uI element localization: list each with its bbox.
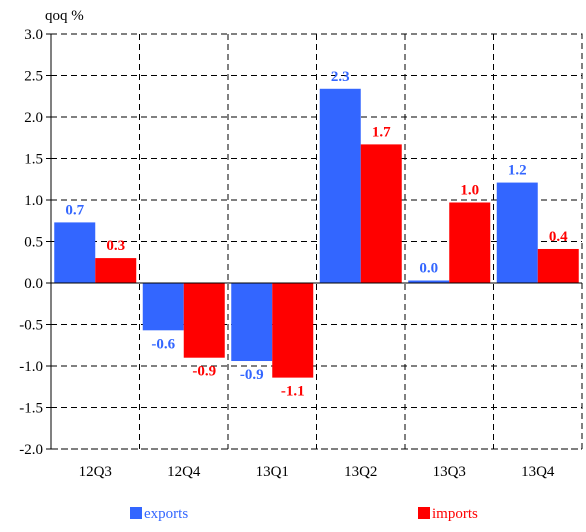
legend-label-exports: exports xyxy=(144,506,188,522)
y-tick-label: 0.0 xyxy=(24,276,43,292)
data-label-exports: 0.7 xyxy=(65,202,84,218)
data-label-exports: 0.0 xyxy=(419,261,438,277)
unit-label: qoq % xyxy=(45,8,84,24)
bar-exports xyxy=(319,88,361,283)
data-label-imports: 0.4 xyxy=(549,229,568,245)
legend-swatch-imports xyxy=(418,507,430,519)
y-axis-ticks: 3.0 2.5 2.0 1.5 1.0 0.5 0.0 -0.5 -1.0 -1.5 -2.0 xyxy=(19,27,51,458)
data-labels: 0.7 0.3 -0.6 -0.9 -0.9 -1.1 2.3 1.7 0.0 1.0 1.2 0.4 xyxy=(65,69,568,400)
data-label-imports: 1.7 xyxy=(372,124,391,140)
legend-swatch-exports xyxy=(130,507,142,519)
bar-imports xyxy=(537,248,579,283)
bar-exports xyxy=(142,283,184,331)
bar-imports xyxy=(360,144,402,283)
bar-exports xyxy=(408,280,450,283)
data-label-exports: -0.9 xyxy=(240,367,264,383)
x-tick-label: 13Q1 xyxy=(256,464,289,480)
data-label-exports: -0.6 xyxy=(151,336,175,352)
y-tick-label: 3.0 xyxy=(24,27,43,43)
data-label-exports: 1.2 xyxy=(508,163,527,179)
legend-label-imports: imports xyxy=(432,506,478,522)
bar-imports xyxy=(95,258,137,283)
y-tick-label: 1.5 xyxy=(24,152,43,168)
bar-imports xyxy=(272,283,314,378)
y-tick-label: -1.5 xyxy=(19,401,43,417)
x-axis-ticks: 12Q3 12Q4 13Q1 13Q2 13Q3 13Q4 xyxy=(79,464,555,480)
x-tick-label: 13Q4 xyxy=(521,464,555,480)
legend: exports imports xyxy=(130,506,478,522)
y-tick-label: 0.5 xyxy=(24,235,43,251)
x-tick-label: 12Q3 xyxy=(79,464,112,480)
x-tick-label: 13Q2 xyxy=(344,464,377,480)
y-tick-label: 1.0 xyxy=(24,193,43,209)
y-tick-label: -1.0 xyxy=(19,359,43,375)
data-label-imports: -0.9 xyxy=(192,364,216,380)
data-label-imports: 0.3 xyxy=(106,238,125,254)
x-tick-label: 12Q4 xyxy=(167,464,201,480)
bar-exports xyxy=(231,283,273,362)
data-label-imports: -1.1 xyxy=(281,384,305,400)
bar-imports xyxy=(449,202,491,283)
y-tick-label: 2.5 xyxy=(24,69,43,85)
data-label-exports: 2.3 xyxy=(331,69,350,85)
y-tick-label: -2.0 xyxy=(19,442,43,458)
x-tick-label: 13Q3 xyxy=(433,464,466,480)
data-label-imports: 1.0 xyxy=(460,182,479,198)
bar-imports xyxy=(183,283,225,358)
bar-exports xyxy=(54,222,96,283)
bars xyxy=(51,88,582,378)
y-tick-label: 2.0 xyxy=(24,110,43,126)
y-tick-label: -0.5 xyxy=(19,318,43,334)
bar-exports xyxy=(496,182,538,283)
